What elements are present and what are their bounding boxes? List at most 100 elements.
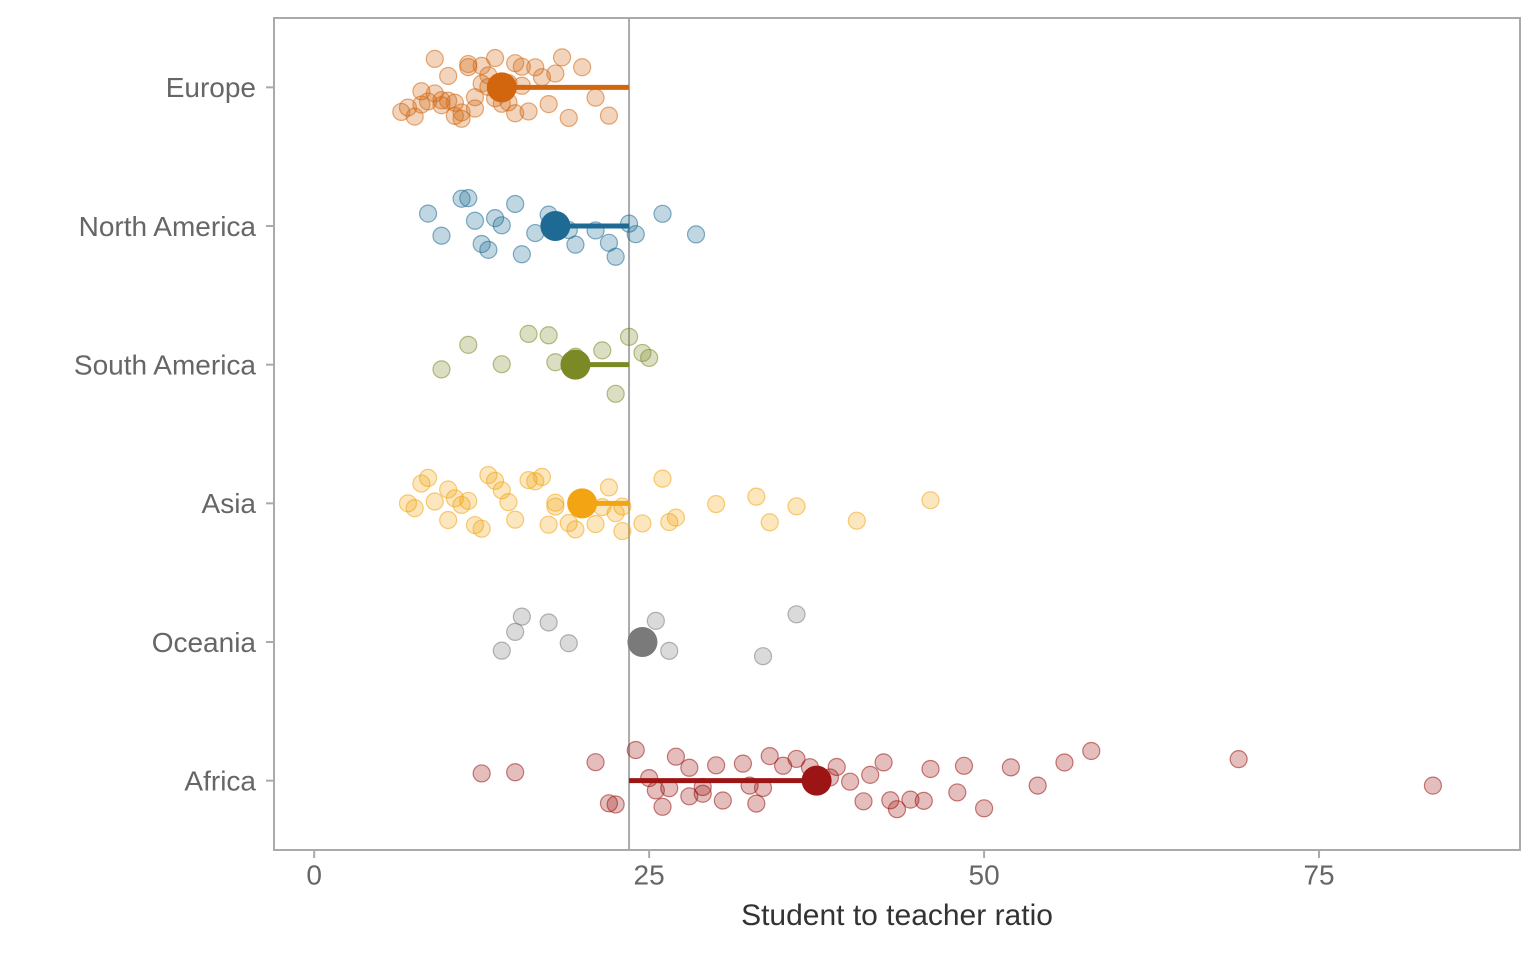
data-point [681,759,698,776]
data-point [547,65,564,82]
data-point [761,514,778,531]
data-point [540,614,557,631]
data-point [480,241,497,258]
data-point [627,742,644,759]
data-point [734,755,751,772]
data-point [1230,751,1247,768]
data-point [976,800,993,817]
data-point [440,512,457,529]
data-point [922,492,939,509]
data-point [641,349,658,366]
plot-panel [274,18,1520,850]
data-point [493,356,510,373]
data-point [855,793,872,810]
strip-plot: 0255075Student to teacher ratioEuropeNor… [0,0,1536,960]
data-point [587,754,604,771]
data-point [714,792,731,809]
data-point [493,642,510,659]
x-tick-label: 50 [969,860,1000,891]
mean-point [560,350,590,380]
y-tick-label: North America [79,211,257,242]
data-point [607,796,624,813]
data-point [949,784,966,801]
y-tick-label: Africa [184,765,256,796]
mean-point [487,72,517,102]
data-point [748,488,765,505]
data-point [567,521,584,538]
data-point [955,757,972,774]
data-point [587,516,604,533]
data-point [614,498,631,515]
data-point [507,195,524,212]
data-point [420,205,437,222]
data-point [654,470,671,487]
data-point [1002,759,1019,776]
x-tick-label: 25 [634,860,665,891]
data-point [627,226,644,243]
data-point [540,516,557,533]
data-point [755,648,772,665]
y-tick-label: Oceania [152,627,257,658]
data-point [915,792,932,809]
data-point [614,523,631,540]
data-point [487,50,504,67]
data-point [420,469,437,486]
data-point [828,758,845,775]
x-tick-label: 0 [306,860,322,891]
data-point [634,515,651,532]
data-point [708,496,725,513]
data-point [654,205,671,222]
mean-point [627,627,657,657]
data-point [473,520,490,537]
data-point [661,642,678,659]
data-point [748,795,765,812]
y-tick-label: Europe [166,72,256,103]
data-point [654,798,671,815]
data-point [922,760,939,777]
data-point [433,227,450,244]
data-point [1083,742,1100,759]
data-point [473,765,490,782]
data-point [567,236,584,253]
data-point [460,336,477,353]
data-point [466,100,483,117]
data-point [600,479,617,496]
mean-point [567,488,597,518]
data-point [667,509,684,526]
y-tick-label: South America [74,349,257,380]
data-point [513,608,530,625]
data-point [520,103,537,120]
data-point [547,498,564,515]
data-point [440,67,457,84]
data-point [621,328,638,345]
data-point [788,498,805,515]
data-point [607,385,624,402]
data-point [574,59,591,76]
data-point [1029,777,1046,794]
data-point [875,754,892,771]
data-point [848,512,865,529]
data-point [520,325,537,342]
data-point [493,217,510,234]
data-point [513,246,530,263]
data-point [587,89,604,106]
data-point [500,494,517,511]
data-point [507,764,524,781]
data-point [647,612,664,629]
data-point [466,212,483,229]
data-point [862,766,879,783]
data-point [1056,754,1073,771]
data-point [507,623,524,640]
data-point [594,342,611,359]
data-point [600,107,617,124]
mean-point [802,766,832,796]
data-point [554,49,571,66]
data-point [460,190,477,207]
data-point [560,635,577,652]
mean-point [540,211,570,241]
data-point [708,757,725,774]
x-axis-title: Student to teacher ratio [741,899,1053,932]
data-point [406,500,423,517]
data-point [507,511,524,528]
data-point [560,109,577,126]
